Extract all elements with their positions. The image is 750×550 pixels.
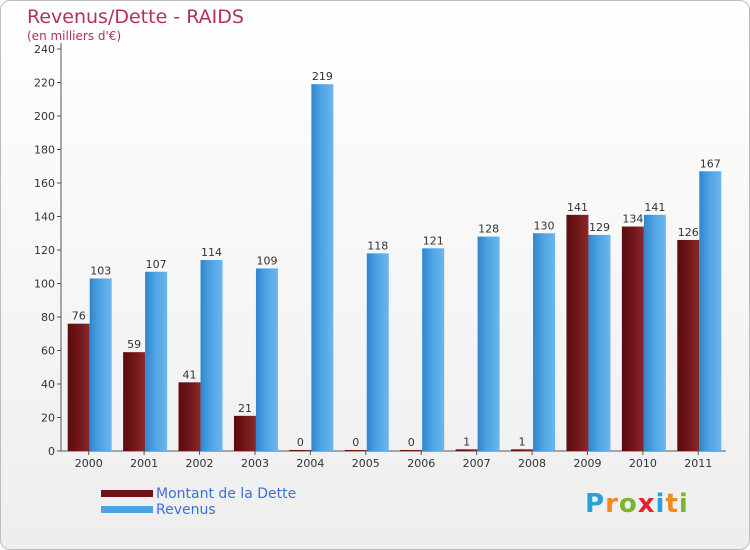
x-tick-label: 2005 xyxy=(352,457,380,470)
bar-revenus xyxy=(89,278,112,451)
logo-letter: o xyxy=(618,489,638,519)
bar-dette xyxy=(289,450,312,451)
y-tick-label: 0 xyxy=(48,445,55,458)
data-label-revenus: 130 xyxy=(534,219,555,232)
legend-swatch-revenus xyxy=(101,506,153,513)
y-tick-label: 140 xyxy=(34,211,55,224)
bar-revenus xyxy=(477,236,500,451)
bar-dette xyxy=(511,449,534,451)
y-tick-label: 180 xyxy=(34,144,55,157)
x-tick-label: 2001 xyxy=(130,457,158,470)
y-tick-label: 20 xyxy=(41,412,55,425)
logo-letter: i xyxy=(678,489,689,519)
chart-title: Revenus/Dette - RAIDS xyxy=(27,6,244,28)
x-tick-label: 2009 xyxy=(573,457,601,470)
data-label-dette: 21 xyxy=(238,402,252,415)
bar-revenus xyxy=(255,268,278,451)
data-label-dette: 76 xyxy=(72,310,86,323)
bar-dette xyxy=(178,382,201,451)
data-label-dette: 0 xyxy=(408,436,415,449)
bar-revenus xyxy=(533,233,556,451)
logo-letter: x xyxy=(637,489,656,519)
y-tick-label: 220 xyxy=(34,77,55,90)
data-label-revenus: 103 xyxy=(90,264,111,277)
y-tick-label: 240 xyxy=(34,43,55,56)
data-label-dette: 0 xyxy=(352,436,359,449)
logo-letter: t xyxy=(665,489,679,519)
data-label-dette: 41 xyxy=(183,368,197,381)
logo-letter: P xyxy=(585,489,606,519)
data-label-revenus: 114 xyxy=(201,246,222,259)
data-label-revenus: 129 xyxy=(589,221,610,234)
data-label-revenus: 121 xyxy=(423,234,444,247)
data-label-revenus: 128 xyxy=(478,223,499,236)
bar-revenus xyxy=(145,271,168,451)
bar-dette xyxy=(400,450,423,451)
bar-dette xyxy=(344,450,367,451)
bar-dette xyxy=(621,226,644,451)
x-tick-label: 2008 xyxy=(518,457,546,470)
bar-dette xyxy=(566,214,589,451)
proxiti-logo: Proxiti xyxy=(585,489,689,519)
data-label-dette: 59 xyxy=(127,338,141,351)
data-label-dette: 0 xyxy=(297,436,304,449)
data-label-dette: 141 xyxy=(567,201,588,214)
x-tick-label: 2000 xyxy=(75,457,103,470)
data-label-revenus: 141 xyxy=(644,201,665,214)
bar-dette xyxy=(67,323,90,451)
data-label-revenus: 107 xyxy=(146,258,167,271)
bar-revenus xyxy=(200,260,223,451)
data-label-dette: 1 xyxy=(519,435,526,448)
y-tick-label: 100 xyxy=(34,278,55,291)
y-tick-label: 60 xyxy=(41,345,55,358)
data-label-revenus: 219 xyxy=(312,70,333,83)
x-tick-label: 2011 xyxy=(684,457,712,470)
data-label-dette: 126 xyxy=(678,226,699,239)
y-tick-label: 120 xyxy=(34,244,55,257)
legend-swatch-dette xyxy=(101,490,153,497)
y-tick-label: 200 xyxy=(34,110,55,123)
data-label-revenus: 167 xyxy=(700,157,721,170)
logo-letter: i xyxy=(655,489,666,519)
bar-revenus xyxy=(366,253,389,451)
x-tick-label: 2007 xyxy=(463,457,491,470)
chart-subtitle: (en milliers d'€) xyxy=(27,29,122,43)
x-tick-label: 2002 xyxy=(186,457,214,470)
data-label-revenus: 118 xyxy=(367,239,388,252)
data-label-revenus: 109 xyxy=(256,254,277,267)
x-tick-label: 2006 xyxy=(407,457,435,470)
legend-label-dette: Montant de la Dette xyxy=(156,486,297,502)
logo-letter: r xyxy=(605,489,619,519)
x-tick-label: 2003 xyxy=(241,457,269,470)
bar-revenus xyxy=(643,214,666,451)
y-tick-label: 80 xyxy=(41,311,55,324)
x-tick-label: 2004 xyxy=(296,457,324,470)
data-label-dette: 1 xyxy=(463,435,470,448)
bar-dette xyxy=(233,415,256,451)
bar-revenus xyxy=(588,234,611,451)
data-label-dette: 134 xyxy=(622,213,643,226)
bar-dette xyxy=(677,239,700,451)
bar-revenus xyxy=(422,248,445,451)
x-tick-label: 2010 xyxy=(629,457,657,470)
legend-label-revenus: Revenus xyxy=(156,502,216,518)
bar-dette xyxy=(123,352,146,451)
bar-revenus xyxy=(311,84,334,452)
bar-dette xyxy=(455,449,478,451)
bar-revenus xyxy=(699,171,722,451)
y-tick-label: 40 xyxy=(41,378,55,391)
y-tick-label: 160 xyxy=(34,177,55,190)
